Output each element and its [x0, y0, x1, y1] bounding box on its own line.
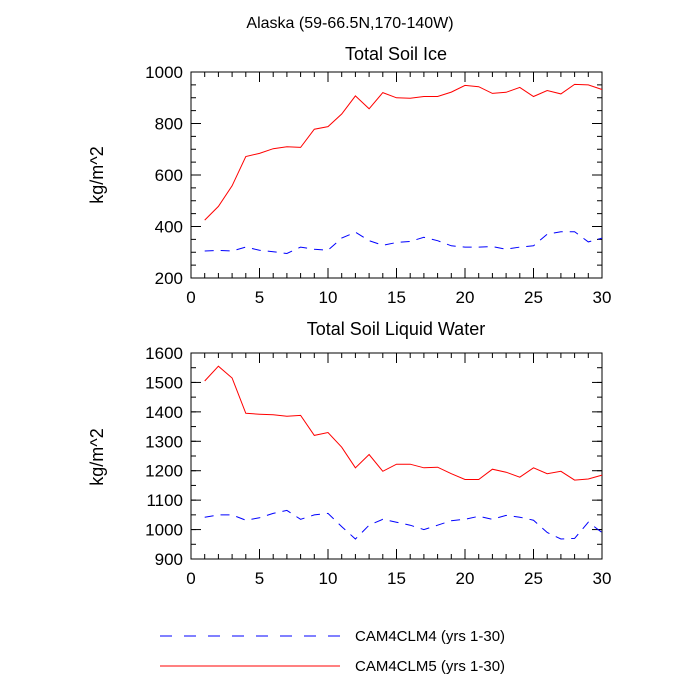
series-line-cam4clm4: [204, 509, 603, 540]
plot-frame: [190, 71, 603, 279]
y-tick-label: 1000: [145, 521, 183, 540]
x-tick-label: 30: [593, 569, 612, 588]
y-tick-label: 1600: [145, 344, 183, 363]
y-tick-label: 600: [155, 166, 183, 185]
x-tick-label: 25: [524, 569, 543, 588]
plot-area: 0 5 10 15 20 25 30 900 1000 1100 1200 1300 1400 1500 1…: [145, 344, 611, 588]
panel-total-soil-ice: Total Soil Ice kg/m^2 0 5 10 15 20 25 30 200 400…: [87, 44, 611, 307]
y-axis-label: kg/m^2: [87, 428, 107, 485]
y-tick-label: 200: [155, 269, 183, 288]
x-tick-label: 15: [387, 288, 406, 307]
x-tick-label: 5: [255, 569, 264, 588]
plot-area: 0 5 10 15 20 25 30 200 400 600 800 1000: [145, 63, 611, 307]
legend-label-clm4: CAM4CLM4 (yrs 1-30): [355, 628, 505, 645]
y-tick-label: 1400: [145, 403, 183, 422]
y-tick-label: 1100: [146, 491, 183, 510]
x-tick-label: 0: [186, 569, 195, 588]
series-line-cam4clm5: [204, 83, 603, 221]
x-tick-label: 20: [456, 288, 475, 307]
y-axis-label: kg/m^2: [87, 146, 107, 203]
series-line-cam4clm5: [204, 365, 603, 481]
y-tick-label: 800: [155, 115, 183, 134]
plot-frame: [190, 352, 603, 560]
y-tick-label: 1500: [145, 373, 183, 392]
x-tick-label: 0: [186, 288, 195, 307]
x-tick-label: 20: [456, 569, 475, 588]
legend: CAM4CLM4 (yrs 1-30) CAM4CLM5 (yrs 1-30): [160, 628, 505, 675]
figure-title: Alaska (59-66.5N,170-140W): [246, 15, 453, 32]
legend-label-clm5: CAM4CLM5 (yrs 1-30): [355, 658, 505, 675]
x-tick-label: 30: [593, 288, 612, 307]
y-tick-label: 1000: [145, 63, 183, 82]
x-tick-label: 25: [524, 288, 543, 307]
x-tick-label: 5: [255, 288, 264, 307]
panel-total-soil-liquid-water: Total Soil Liquid Water kg/m^2 0 5 10 15 20 2…: [87, 319, 611, 588]
y-tick-label: 1300: [145, 432, 183, 451]
y-tick-label: 1200: [145, 462, 183, 481]
chart-title: Total Soil Liquid Water: [307, 319, 485, 339]
series-line-cam4clm4: [204, 231, 603, 255]
chart-title: Total Soil Ice: [345, 44, 447, 64]
y-tick-label: 900: [155, 550, 183, 569]
y-tick-label: 400: [155, 218, 183, 237]
x-tick-label: 15: [387, 569, 406, 588]
x-tick-label: 10: [319, 569, 338, 588]
x-tick-label: 10: [319, 288, 338, 307]
